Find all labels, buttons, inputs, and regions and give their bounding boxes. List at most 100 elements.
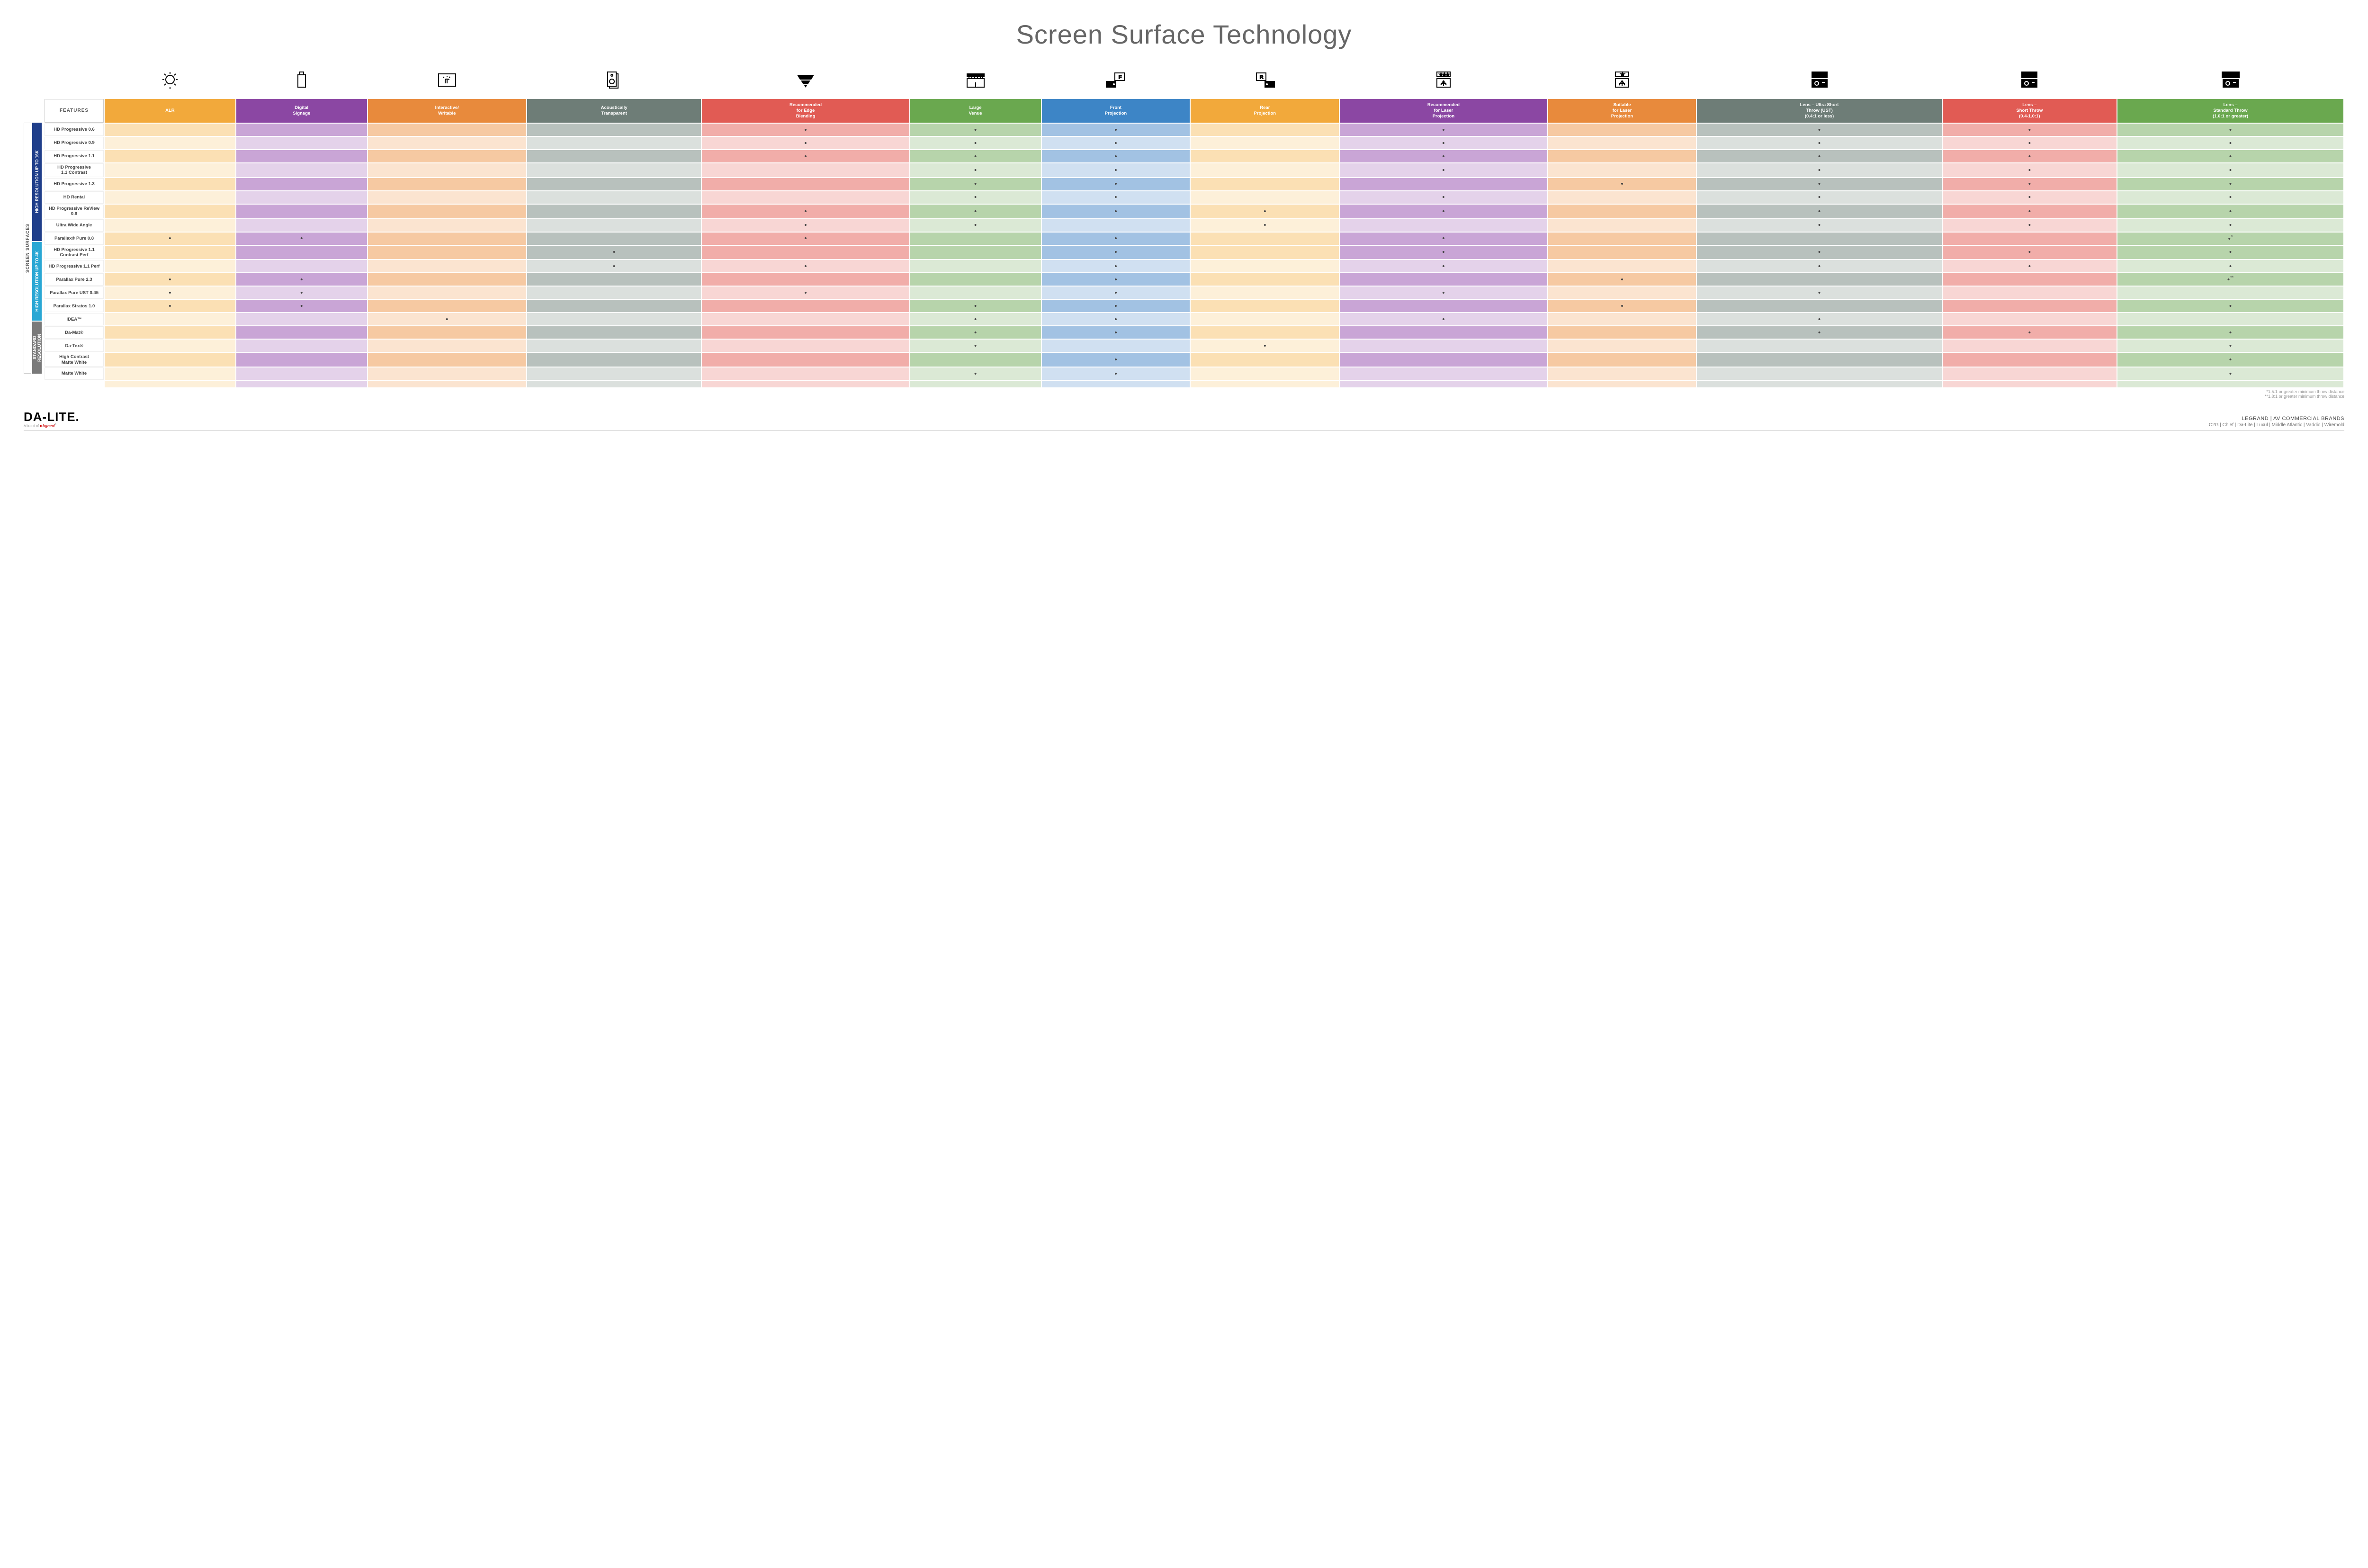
cell-acoustic	[527, 273, 701, 286]
cell-front: •	[1042, 137, 1190, 149]
cell-venue	[910, 246, 1041, 260]
cell-front: •	[1042, 313, 1190, 325]
cell-suitlaser	[1548, 313, 1696, 325]
page-title: Screen Surface Technology	[24, 19, 2344, 50]
column-header-rear: RearProjection	[1191, 99, 1339, 123]
column-header-reclaser: Recommendedfor LaserProjection	[1340, 99, 1547, 123]
cell-acoustic	[527, 367, 701, 380]
cell-suitlaser	[1548, 233, 1696, 245]
cell-writable: •	[368, 313, 526, 325]
row-name: Da-Mat®	[45, 326, 104, 339]
cell-front: •	[1042, 273, 1190, 286]
cell-writable	[368, 205, 526, 218]
cell-std: •	[2117, 260, 2343, 272]
cell-signage	[236, 260, 367, 272]
table-row: Da-Mat®•••••	[45, 326, 2343, 339]
cell-edge	[702, 178, 909, 190]
reclaser-icon: ★★★	[1340, 65, 1547, 98]
cell-acoustic	[527, 233, 701, 245]
cell-writable	[368, 163, 526, 177]
cell-writable	[368, 367, 526, 380]
cell-acoustic: •	[527, 260, 701, 272]
cell-edge: •	[702, 137, 909, 149]
cell-reclaser	[1340, 273, 1547, 286]
cell-suitlaser	[1548, 205, 1696, 218]
cell-writable	[368, 137, 526, 149]
cell-ust: •	[1697, 219, 1941, 232]
speaker-icon	[527, 65, 701, 98]
cell-signage	[236, 163, 367, 177]
cell-ust: •	[1697, 205, 1941, 218]
cell-venue: •	[910, 367, 1041, 380]
cell-alr	[105, 137, 235, 149]
cell-acoustic: •	[527, 246, 701, 260]
cell-std: •	[2117, 205, 2343, 218]
cell-acoustic	[527, 353, 701, 367]
cell-short	[1943, 273, 2117, 286]
row-name: HD Progressive 0.9	[45, 137, 104, 149]
cell-short: •	[1943, 163, 2117, 177]
cell-writable	[368, 300, 526, 312]
cell-edge: •	[702, 260, 909, 272]
cell-venue	[910, 273, 1041, 286]
cell-edge	[702, 367, 909, 380]
table-row: HD Progressive 0.6•••••••	[45, 124, 2343, 136]
svg-text:R: R	[1260, 75, 1263, 80]
svg-text:UST: UST	[1815, 72, 1824, 77]
column-header-writable: Interactive/Writable	[368, 99, 526, 123]
column-header-front: FrontProjection	[1042, 99, 1190, 123]
table-row: HD Progressive1.1 Contrast••••••	[45, 163, 2343, 177]
side-label-outer: SCREEN SURFACES	[24, 123, 31, 374]
row-name: HD Progressive 1.3	[45, 178, 104, 190]
cell-suitlaser	[1548, 191, 1696, 204]
cell-ust: •	[1697, 287, 1941, 299]
cell-alr	[105, 178, 235, 190]
cell-alr	[105, 340, 235, 352]
cell-writable	[368, 246, 526, 260]
cell-edge: •	[702, 287, 909, 299]
ust-icon: UST	[1697, 65, 1941, 98]
cell-std: •	[2117, 178, 2343, 190]
cell-ust: •	[1697, 313, 1941, 325]
cell-ust: •	[1697, 246, 1941, 260]
cell-front: •	[1042, 150, 1190, 162]
table-row: Ultra Wide Angle••••••	[45, 219, 2343, 232]
cell-acoustic	[527, 340, 701, 352]
column-header-suitlaser: Suitablefor LaserProjection	[1548, 99, 1696, 123]
cell-edge	[702, 300, 909, 312]
cell-signage	[236, 178, 367, 190]
cell-edge	[702, 313, 909, 325]
cell-std: •	[2117, 137, 2343, 149]
table-row: Parallax Pure 2.3•••••**	[45, 273, 2343, 286]
cell-rear	[1191, 233, 1339, 245]
cell-signage	[236, 367, 367, 380]
row-name: HD Progressive1.1 Contrast	[45, 163, 104, 177]
cell-acoustic	[527, 150, 701, 162]
column-header-acoustic: AcousticallyTransparent	[527, 99, 701, 123]
cell-alr: •	[105, 287, 235, 299]
cell-venue	[910, 287, 1041, 299]
cell-reclaser: •	[1340, 287, 1547, 299]
cell-rear	[1191, 313, 1339, 325]
cell-short: •	[1943, 191, 2117, 204]
cell-ust	[1697, 367, 1941, 380]
cell-ust	[1697, 353, 1941, 367]
cell-writable	[368, 150, 526, 162]
cell-short	[1943, 233, 2117, 245]
cell-venue: •	[910, 150, 1041, 162]
venue-icon	[910, 65, 1041, 98]
cell-acoustic	[527, 163, 701, 177]
cell-edge	[702, 273, 909, 286]
cell-reclaser	[1340, 367, 1547, 380]
cell-suitlaser	[1548, 219, 1696, 232]
cell-edge: •	[702, 233, 909, 245]
cell-writable	[368, 219, 526, 232]
cell-front	[1042, 340, 1190, 352]
cell-short: •	[1943, 260, 2117, 272]
table-row: HD Rental••••••	[45, 191, 2343, 204]
cell-std: •	[2117, 191, 2343, 204]
cell-short: •	[1943, 124, 2117, 136]
cell-std: •	[2117, 246, 2343, 260]
svg-text:Short: Short	[2024, 72, 2035, 77]
cell-std: •	[2117, 300, 2343, 312]
